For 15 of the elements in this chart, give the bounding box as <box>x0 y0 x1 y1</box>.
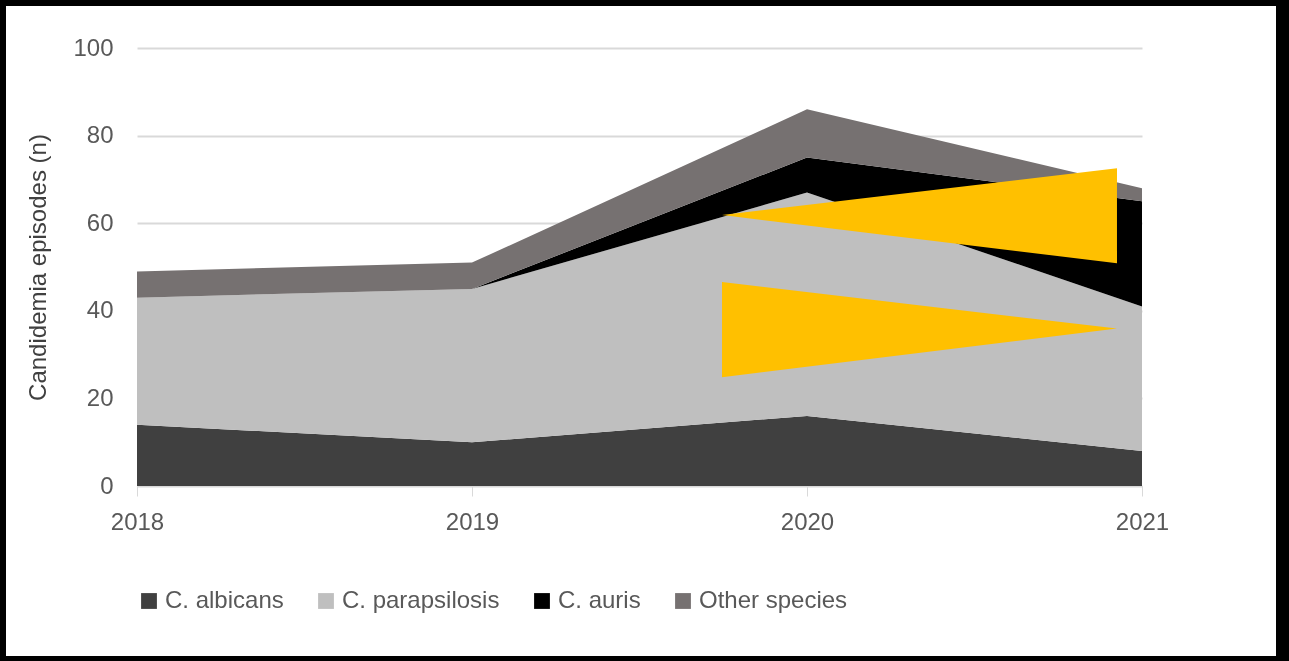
legend-label: C. auris <box>558 586 641 613</box>
y-tick-label: 80 <box>86 121 114 149</box>
y-axis-title: Candidemia episodes (n) <box>24 134 52 401</box>
y-tick-label: 0 <box>100 471 114 499</box>
legend-label: Other species <box>699 586 848 613</box>
y-tick-label: 100 <box>73 33 114 61</box>
y-tick-label: 20 <box>86 383 114 411</box>
y-tick-label: 60 <box>86 208 114 236</box>
legend-label: C. albicans <box>165 586 284 613</box>
x-tick-label: 2018 <box>110 507 165 535</box>
x-tick-label: 2020 <box>780 507 835 535</box>
x-tick-label: 2021 <box>1115 507 1170 535</box>
x-tick-label: 2019 <box>445 507 500 535</box>
legend-label: C. parapsilosis <box>342 586 500 613</box>
y-tick-label: 40 <box>86 296 114 324</box>
